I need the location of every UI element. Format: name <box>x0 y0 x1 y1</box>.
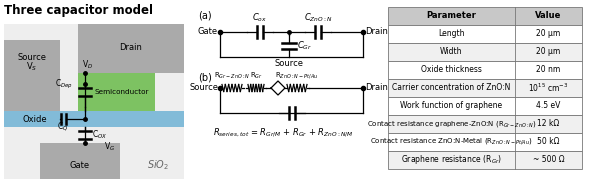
Bar <box>388 25 582 43</box>
Text: V$_G$: V$_G$ <box>104 141 115 153</box>
Text: R$_{Gr-ZnO:N}$: R$_{Gr-ZnO:N}$ <box>214 71 250 81</box>
Bar <box>4 24 184 179</box>
Text: (b): (b) <box>198 73 212 83</box>
Bar <box>40 143 120 179</box>
Text: R$_{Gr}$: R$_{Gr}$ <box>250 71 263 81</box>
Text: Parameter: Parameter <box>427 12 477 20</box>
Bar <box>4 40 60 111</box>
Bar <box>388 43 582 61</box>
Text: Semiconductor: Semiconductor <box>94 89 149 95</box>
Text: Drain: Drain <box>365 27 388 36</box>
Text: Work function of graphene: Work function of graphene <box>401 102 503 111</box>
Text: Graphene resistance (R$_{Gr}$): Graphene resistance (R$_{Gr}$) <box>401 153 502 167</box>
Text: R$_{ZnO:N-Pt/Au}$: R$_{ZnO:N-Pt/Au}$ <box>276 71 319 81</box>
Text: Drain: Drain <box>120 43 142 51</box>
Bar <box>388 97 582 115</box>
Bar <box>388 133 582 151</box>
Text: V$_D$: V$_D$ <box>83 59 94 71</box>
Text: 4.5 eV: 4.5 eV <box>536 102 560 111</box>
Text: C$_{Dep}$: C$_{Dep}$ <box>55 77 73 90</box>
Text: Oxide thickness: Oxide thickness <box>421 66 482 74</box>
Text: C$_{OX}$: C$_{OX}$ <box>92 129 107 141</box>
Text: $R_{series,tot}$ = $R_{Gr/M}$ + $R_{Gr}$ + $R_{ZnO:N/M}$: $R_{series,tot}$ = $R_{Gr/M}$ + $R_{Gr}$… <box>213 127 353 139</box>
Bar <box>388 115 582 133</box>
Text: Contact resistance ZnO:N-Metal (R$_{ZnO:N-Pt/Au}$): Contact resistance ZnO:N-Metal (R$_{ZnO:… <box>370 137 533 147</box>
Text: 20 μm: 20 μm <box>536 48 560 57</box>
Text: 20 nm: 20 nm <box>536 66 560 74</box>
Text: Source: Source <box>18 52 47 61</box>
Bar <box>4 111 184 127</box>
Text: ~ 500 Ω: ~ 500 Ω <box>533 155 564 165</box>
Bar <box>78 24 184 73</box>
Text: C$_{ox}$: C$_{ox}$ <box>253 12 267 24</box>
Text: Value: Value <box>535 12 562 20</box>
Text: 50 kΩ: 50 kΩ <box>537 137 560 146</box>
Text: Gate: Gate <box>198 27 218 36</box>
Text: Contact resistance graphene-ZnO:N (R$_{Gr-ZnO:N}$): Contact resistance graphene-ZnO:N (R$_{G… <box>366 119 536 129</box>
Bar <box>388 7 582 25</box>
Bar <box>388 61 582 79</box>
Text: Source: Source <box>274 59 303 68</box>
Text: Drain: Drain <box>365 83 388 92</box>
Text: Source: Source <box>189 83 218 92</box>
Bar <box>388 151 582 169</box>
Text: Three capacitor model: Three capacitor model <box>4 4 153 17</box>
Bar <box>388 79 582 97</box>
Text: (a): (a) <box>198 10 212 20</box>
Text: V$_S$: V$_S$ <box>27 61 38 73</box>
Bar <box>78 73 155 111</box>
Text: Carrier concentration of ZnO:N: Carrier concentration of ZnO:N <box>392 83 511 92</box>
Text: Gate: Gate <box>70 160 90 169</box>
Text: 20 μm: 20 μm <box>536 29 560 38</box>
Text: C$_Q$: C$_Q$ <box>57 121 68 133</box>
Text: 12 kΩ: 12 kΩ <box>537 120 560 129</box>
Text: Length: Length <box>438 29 465 38</box>
Text: Width: Width <box>440 48 463 57</box>
Text: $10^{15}$ cm$^{-3}$: $10^{15}$ cm$^{-3}$ <box>528 82 569 94</box>
Text: Oxide: Oxide <box>22 114 47 123</box>
Text: SiO$_2$: SiO$_2$ <box>147 158 169 172</box>
Text: C$_{ZnO:N}$: C$_{ZnO:N}$ <box>304 12 332 24</box>
Text: C$_{Gr}$: C$_{Gr}$ <box>297 40 312 52</box>
